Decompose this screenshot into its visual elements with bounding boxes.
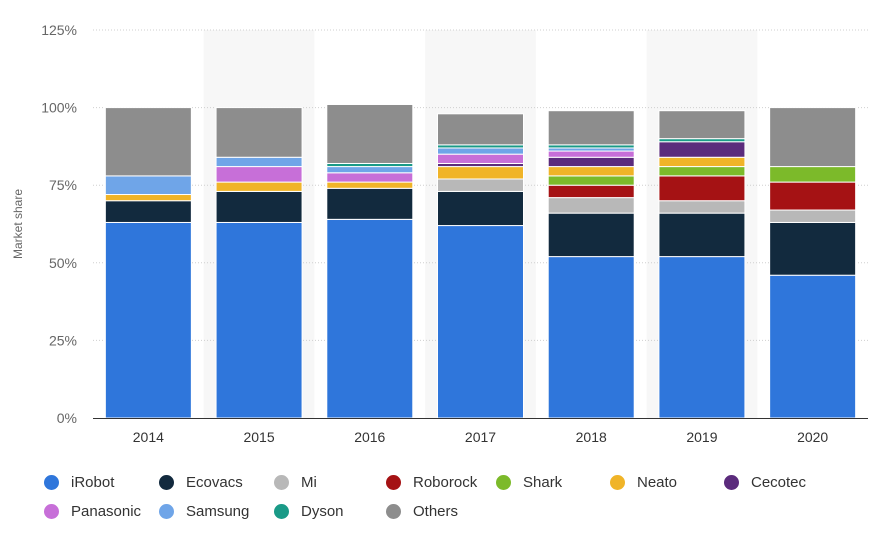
bar-segment-irobot-2018 (547, 256, 635, 419)
bar-segment-irobot-2016 (326, 218, 414, 419)
x-tick-label: 2019 (686, 429, 717, 445)
bar-segment-cecotec-2018 (547, 156, 635, 168)
x-tick-label: 2015 (243, 429, 274, 445)
bar-segment-roborock-2019 (658, 175, 746, 202)
legend-label: Others (413, 503, 459, 520)
legend-item-roborock[interactable]: Roborock (386, 474, 477, 491)
bar-segment-samsung-2017 (437, 147, 524, 155)
legend-label: Roborock (413, 474, 478, 491)
bar-segment-neato-2019 (658, 156, 746, 168)
bar-segment-ecovacs-2016 (326, 187, 414, 220)
legend-item-cecotec[interactable]: Cecotec (724, 474, 806, 491)
bar-segment-roborock-2020 (769, 181, 857, 211)
bar-segment-panasonic-2016 (326, 172, 414, 183)
bar-segment-samsung-2015 (215, 156, 303, 168)
x-tick-label: 2017 (465, 429, 496, 445)
legend-label: Dyson (301, 503, 344, 520)
bar-segment-shark-2020 (769, 166, 857, 183)
legend-swatch (274, 475, 289, 490)
legend-item-samsung[interactable]: Samsung (159, 503, 249, 520)
legend-swatch (44, 475, 59, 490)
bar-segment-panasonic-2015 (215, 166, 303, 183)
legend-label: Samsung (186, 503, 250, 520)
legend-item-others[interactable]: Others (386, 503, 458, 520)
bar-segment-samsung-2014 (104, 175, 192, 196)
bar-segment-ecovacs-2014 (104, 200, 192, 223)
legend-item-mi[interactable]: Mi (274, 474, 317, 491)
legend-swatch (386, 504, 401, 519)
bar-segment-ecovacs-2018 (547, 212, 635, 258)
legend-swatch (386, 475, 401, 490)
bar-segment-samsung-2016 (326, 166, 414, 174)
bar-segment-neato-2014 (104, 194, 192, 202)
bar-segment-others-2020 (769, 107, 857, 168)
legend-label: Shark (523, 474, 563, 491)
bar-segment-others-2014 (104, 107, 192, 177)
y-tick-label: 50% (49, 255, 77, 271)
legend-item-panasonic[interactable]: Panasonic (44, 503, 141, 520)
bar-segment-neato-2015 (215, 181, 303, 192)
legend-label: Neato (637, 474, 678, 491)
legend-swatch (274, 504, 289, 519)
bar-segment-irobot-2019 (658, 256, 746, 419)
legend-item-irobot[interactable]: iRobot (44, 474, 114, 491)
bar-segment-ecovacs-2017 (437, 190, 524, 227)
legend-item-ecovacs[interactable]: Ecovacs (159, 474, 243, 491)
legend-swatch (610, 475, 625, 490)
bar-segment-panasonic-2018 (547, 150, 635, 158)
y-axis-title: Market share (11, 189, 25, 259)
bar-segment-mi-2019 (658, 200, 746, 214)
bar-segment-irobot-2015 (215, 221, 303, 419)
bar-segment-others-2017 (437, 113, 524, 146)
legend-swatch (44, 504, 59, 519)
y-tick-label: 0% (57, 410, 77, 426)
y-tick-label: 125% (41, 22, 77, 38)
legend-label: Cecotec (751, 474, 807, 491)
bar-segment-others-2019 (658, 110, 746, 140)
bar-segment-others-2016 (326, 103, 414, 164)
y-tick-label: 100% (41, 100, 77, 116)
bar-segment-mi-2018 (547, 197, 635, 214)
legend-swatch (159, 475, 174, 490)
bar-segment-ecovacs-2020 (769, 221, 857, 276)
legend-label: Ecovacs (186, 474, 243, 491)
bar-segment-neato-2017 (437, 166, 524, 180)
bar-segment-irobot-2014 (104, 221, 192, 419)
bar-segment-panasonic-2017 (437, 153, 524, 164)
legend-swatch (159, 504, 174, 519)
legend-label: Mi (301, 474, 317, 491)
x-tick-label: 2016 (354, 429, 385, 445)
legend-swatch (496, 475, 511, 490)
y-tick-label: 75% (49, 177, 77, 193)
bar-segment-ecovacs-2015 (215, 190, 303, 223)
bar-segment-cecotec-2019 (658, 141, 746, 158)
bar-segment-neato-2016 (326, 181, 414, 189)
legend-swatch (724, 475, 739, 490)
bar-segment-others-2015 (215, 107, 303, 158)
bar-segment-irobot-2020 (769, 274, 857, 419)
x-tick-label: 2014 (133, 429, 164, 445)
legend-label: iRobot (71, 474, 115, 491)
bar-segment-mi-2020 (769, 209, 857, 223)
legend-item-neato[interactable]: Neato (610, 474, 677, 491)
bar-segment-shark-2019 (658, 166, 746, 177)
legend-item-dyson[interactable]: Dyson (274, 503, 344, 520)
legend-item-shark[interactable]: Shark (496, 474, 562, 491)
bar-segment-shark-2018 (547, 175, 635, 186)
bar-segment-ecovacs-2019 (658, 212, 746, 258)
bar-segment-neato-2018 (547, 166, 635, 177)
bar-segment-irobot-2017 (437, 225, 524, 419)
bar-segment-mi-2017 (437, 178, 524, 192)
x-tick-label: 2020 (797, 429, 828, 445)
legend-label: Panasonic (71, 503, 142, 520)
bar-segment-roborock-2018 (547, 184, 635, 199)
x-tick-label: 2018 (576, 429, 607, 445)
bar-segment-others-2018 (547, 110, 635, 146)
y-tick-label: 25% (49, 332, 77, 348)
